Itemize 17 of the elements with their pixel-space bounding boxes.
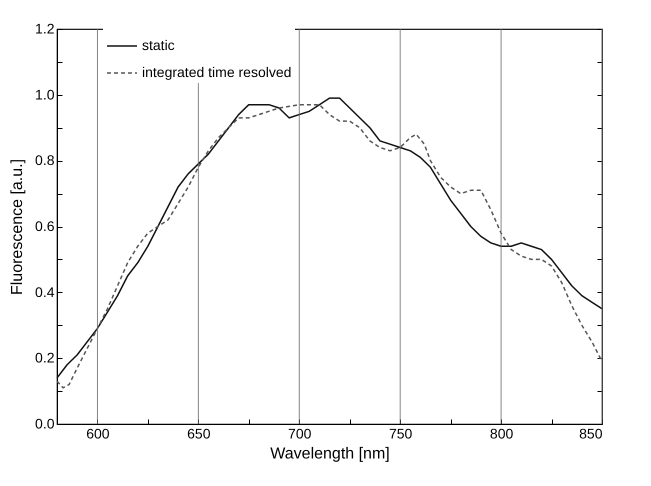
x-tick-label: 800 [490,426,514,442]
x-tick-label: 750 [388,426,413,442]
y-tick-label: 1.2 [35,20,55,36]
y-tick-label: 0.2 [35,350,55,366]
y-tick-label: 0.8 [35,152,55,168]
y-tick-label: 0.0 [35,416,55,432]
y-tick-label: 0.6 [35,218,55,234]
legend-label: static [142,37,175,53]
legend-label: integrated time resolved [142,64,292,80]
x-tick-label: 850 [579,426,603,442]
y-axis-title: Fluorescence [a.u.] [9,158,26,296]
x-tick-label: 600 [86,426,110,442]
y-tick-label: 0.4 [35,284,55,300]
x-tick-label: 650 [187,426,211,442]
x-tick-label: 700 [288,426,312,442]
x-axis-title: Wavelength [nm] [270,446,390,462]
y-tick-label: 1.0 [35,86,55,102]
